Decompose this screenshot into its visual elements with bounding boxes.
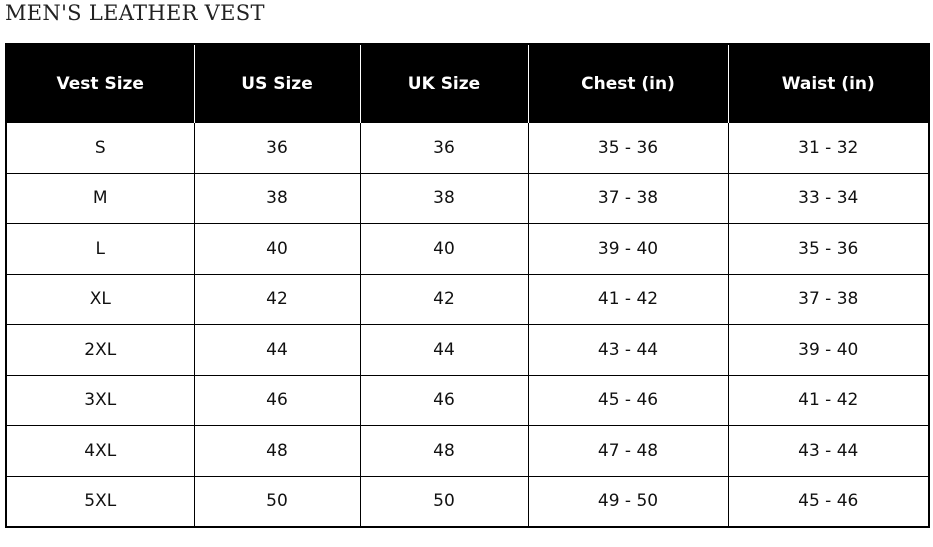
table-cell: 37 - 38 bbox=[527, 172, 729, 224]
table-cell: 42 bbox=[193, 273, 361, 325]
size-chart-table: Vest Size US Size UK Size Chest (in) Waist (… bbox=[5, 43, 930, 528]
table-cell: 36 bbox=[359, 122, 529, 174]
column-header: US Size bbox=[193, 44, 360, 123]
table-cell: 4XL bbox=[5, 425, 195, 477]
table-row: 2XL 44 44 43 - 44 39 - 40 bbox=[5, 324, 930, 376]
table-cell: 38 bbox=[359, 172, 529, 224]
table-cell: 38 bbox=[193, 172, 361, 224]
table-cell: 40 bbox=[359, 223, 529, 275]
table-cell: 48 bbox=[193, 425, 361, 477]
table-cell: 39 - 40 bbox=[727, 324, 930, 376]
table-cell: 46 bbox=[359, 374, 529, 426]
table-cell: 44 bbox=[193, 324, 361, 376]
table-cell: 3XL bbox=[5, 374, 195, 426]
table-cell: 39 - 40 bbox=[527, 223, 729, 275]
table-cell: XL bbox=[5, 273, 195, 325]
table-cell: 46 bbox=[193, 374, 361, 426]
table-row: S 36 36 35 - 36 31 - 32 bbox=[5, 122, 930, 174]
table-cell: 41 - 42 bbox=[727, 374, 930, 426]
table-cell: 31 - 32 bbox=[727, 122, 930, 174]
column-header: Waist (in) bbox=[727, 44, 929, 123]
table-cell: 50 bbox=[193, 475, 361, 528]
table-cell: 45 - 46 bbox=[727, 475, 930, 528]
table-cell: 50 bbox=[359, 475, 529, 528]
table-cell: M bbox=[5, 172, 195, 224]
table-cell: 48 bbox=[359, 425, 529, 477]
table-cell: 44 bbox=[359, 324, 529, 376]
table-cell: 35 - 36 bbox=[527, 122, 729, 174]
table-cell: 35 - 36 bbox=[727, 223, 930, 275]
header-row: Vest Size US Size UK Size Chest (in) Waist (… bbox=[6, 44, 929, 123]
table-cell: 36 bbox=[193, 122, 361, 174]
table-cell: 37 - 38 bbox=[727, 273, 930, 325]
table-row: 4XL 48 48 47 - 48 43 - 44 bbox=[5, 425, 930, 477]
table-row: XL 42 42 41 - 42 37 - 38 bbox=[5, 273, 930, 325]
table-row: 3XL 46 46 45 - 46 41 - 42 bbox=[5, 374, 930, 426]
table-cell: 42 bbox=[359, 273, 529, 325]
table-row: 5XL 50 50 49 - 50 45 - 46 bbox=[5, 475, 930, 528]
table-cell: 43 - 44 bbox=[727, 425, 930, 477]
table-cell: 43 - 44 bbox=[527, 324, 729, 376]
column-header: Vest Size bbox=[6, 44, 194, 123]
table-cell: L bbox=[5, 223, 195, 275]
table-row: M 38 38 37 - 38 33 - 34 bbox=[5, 172, 930, 224]
table-cell: 2XL bbox=[5, 324, 195, 376]
column-header: Chest (in) bbox=[527, 44, 728, 123]
column-header: UK Size bbox=[359, 44, 528, 123]
table-row: L 40 40 39 - 40 35 - 36 bbox=[5, 223, 930, 275]
table-cell: 40 bbox=[193, 223, 361, 275]
table-cell: 47 - 48 bbox=[527, 425, 729, 477]
table-cell: 45 - 46 bbox=[527, 374, 729, 426]
table-cell: S bbox=[5, 122, 195, 174]
page-title: MEN'S LEATHER VEST bbox=[5, 1, 265, 25]
table-cell: 5XL bbox=[5, 475, 195, 528]
table-cell: 49 - 50 bbox=[527, 475, 729, 528]
table-cell: 41 - 42 bbox=[527, 273, 729, 325]
table-cell: 33 - 34 bbox=[727, 172, 930, 224]
